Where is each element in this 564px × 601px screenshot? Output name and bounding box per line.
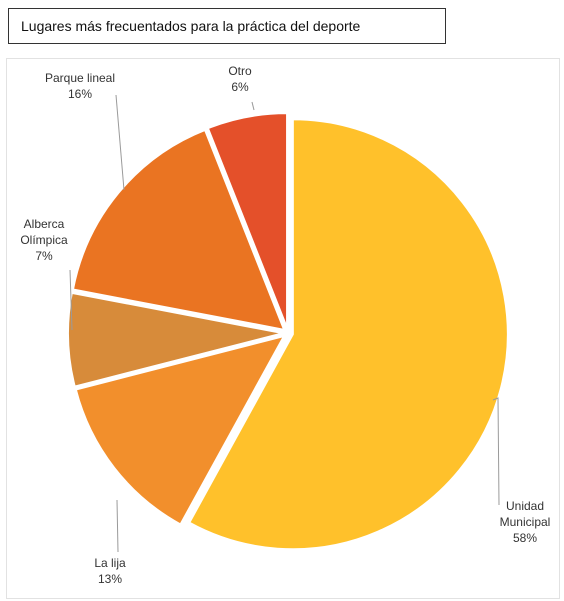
leader-line bbox=[69, 269, 73, 331]
pie-labels: Unidad Municipal 58% La lija 13% Alberca Olímp… bbox=[20, 64, 550, 586]
chart-area bbox=[6, 58, 560, 599]
leader-line bbox=[115, 94, 125, 191]
pie-slice-otro bbox=[206, 112, 289, 329]
leader-line bbox=[251, 101, 255, 111]
pie-slice-la-lija bbox=[74, 334, 287, 526]
chart-title: Lugares más frecuentados para la práctic… bbox=[21, 18, 361, 34]
pie-slices bbox=[67, 112, 509, 551]
data-label: Unidad Municipal 58% bbox=[500, 499, 551, 545]
chart-title-box: Lugares más frecuentados para la práctic… bbox=[8, 8, 446, 44]
pie-slice-alberca-olímpica bbox=[67, 291, 284, 388]
leader-line bbox=[492, 397, 500, 506]
data-label: Parque lineal 16% bbox=[45, 71, 115, 101]
data-label: La lija 13% bbox=[94, 556, 126, 586]
pie-slice-parque-lineal bbox=[71, 128, 286, 332]
leader-line bbox=[116, 499, 119, 553]
data-label: Alberca Olímpica 7% bbox=[20, 217, 68, 263]
pie-slice-unidad-municipal bbox=[187, 118, 509, 551]
data-label: Otro 6% bbox=[228, 64, 252, 94]
